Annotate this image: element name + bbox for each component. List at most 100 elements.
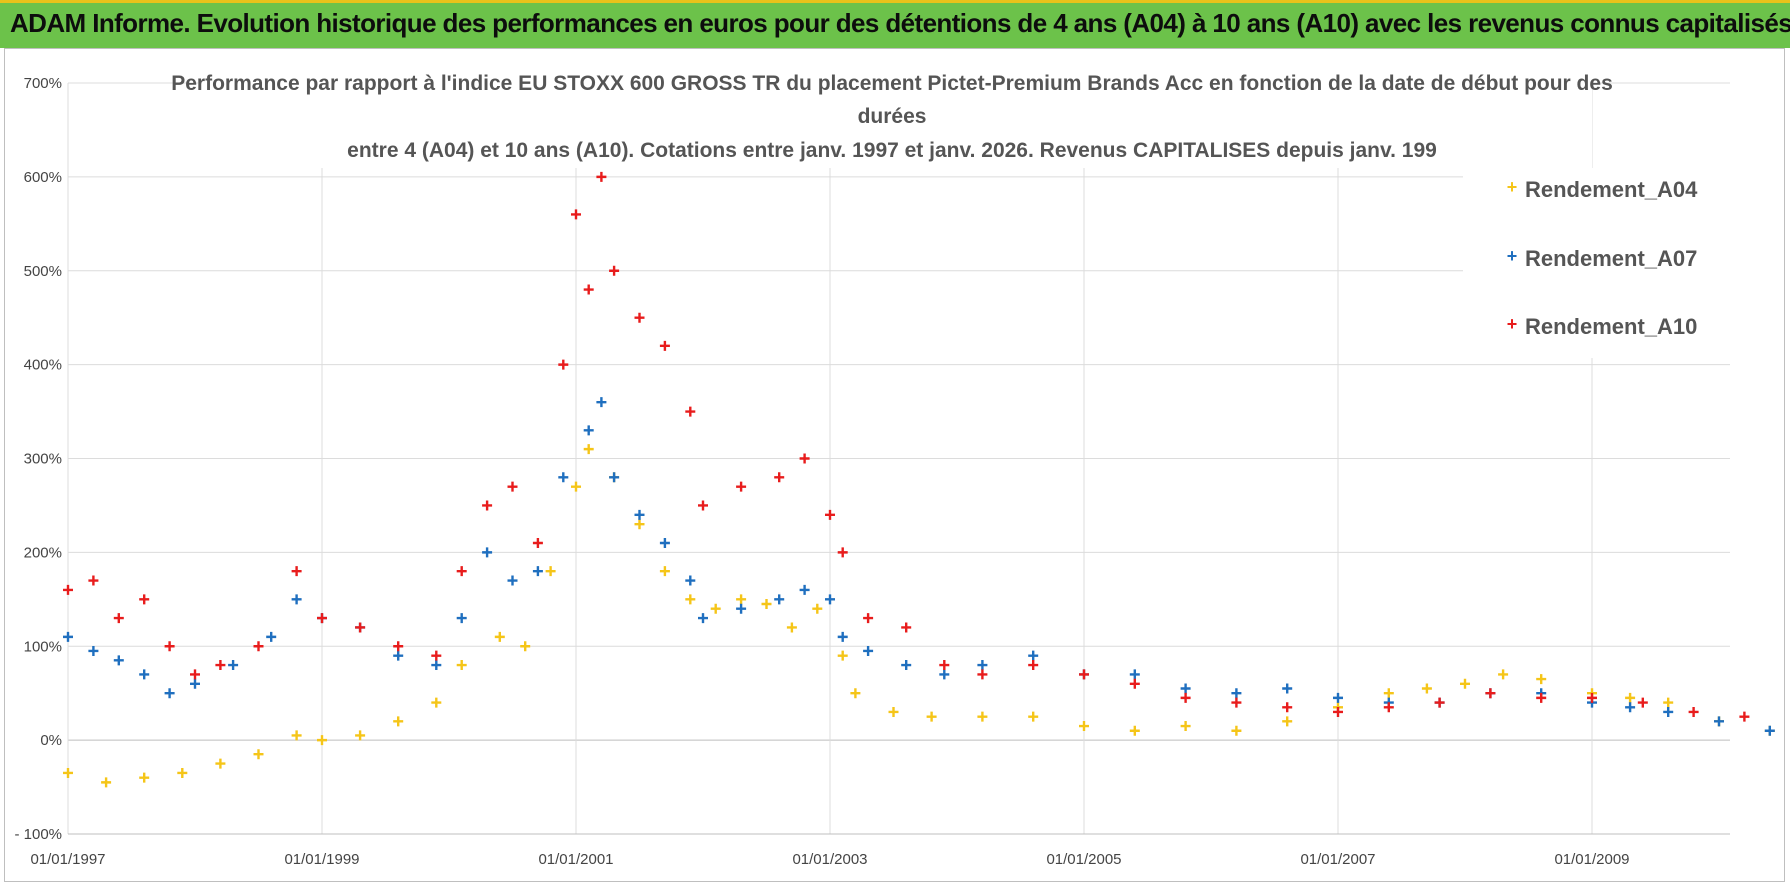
point-rendement-a10-20 (596, 171, 607, 182)
y-tick-label-4: 300% (24, 451, 62, 468)
point-rendement-a10-16 (532, 537, 543, 548)
y-tick-label-2: 500% (24, 263, 62, 280)
point-rendement-a07-23 (685, 575, 696, 586)
point-rendement-a10-23 (659, 340, 670, 351)
point-rendement-a04-6 (291, 730, 302, 741)
y-tick-label-8: - 100% (14, 826, 62, 843)
title-background (198, 64, 1592, 168)
point-rendement-a07-34 (1028, 650, 1039, 661)
point-rendement-a04-13 (520, 641, 531, 652)
point-rendement-a04-14 (545, 566, 556, 577)
point-rendement-a07-6 (228, 660, 239, 671)
point-rendement-a04-26 (837, 650, 848, 661)
y-tick-label-3: 400% (24, 357, 62, 374)
point-rendement-a04-24 (786, 622, 797, 633)
point-rendement-a04-10 (431, 697, 442, 708)
point-rendement-a10-24 (685, 406, 696, 417)
series-a10-points (63, 171, 1750, 722)
point-rendement-a04-1 (101, 777, 112, 788)
x-tick-label-5: 01/01/2007 (1300, 851, 1375, 868)
point-rendement-a10-1 (88, 575, 99, 586)
point-rendement-a10-47 (1637, 697, 1648, 708)
point-rendement-a10-18 (571, 209, 581, 220)
point-rendement-a10-8 (291, 566, 302, 577)
point-rendement-a04-40 (1460, 678, 1470, 689)
point-rendement-a04-4 (215, 758, 226, 769)
point-rendement-a07-49 (1764, 725, 1775, 736)
point-rendement-a10-5 (190, 669, 200, 680)
point-rendement-a04-33 (1129, 725, 1140, 736)
point-rendement-a07-24 (698, 613, 708, 624)
point-rendement-a10-28 (799, 453, 810, 464)
point-rendement-a07-19 (596, 397, 607, 408)
point-rendement-a10-42 (1383, 702, 1394, 713)
point-rendement-a04-16 (583, 444, 594, 455)
point-rendement-a10-30 (837, 547, 848, 558)
point-rendement-a10-7 (253, 641, 264, 652)
point-rendement-a04-11 (456, 660, 467, 671)
point-rendement-a04-15 (571, 481, 581, 492)
legend-marker-a10: + (1507, 314, 1518, 334)
point-rendement-a10-12 (431, 650, 442, 661)
point-rendement-a10-17 (558, 359, 569, 370)
point-rendement-a07-46 (1625, 702, 1636, 713)
point-rendement-a07-16 (532, 566, 543, 577)
x-tick-label-6: 01/01/2009 (1554, 851, 1629, 868)
point-rendement-a10-21 (609, 265, 620, 276)
point-rendement-a10-3 (139, 594, 150, 605)
point-rendement-a07-7 (266, 631, 277, 642)
point-rendement-a04-35 (1231, 725, 1242, 736)
point-rendement-a04-38 (1383, 688, 1394, 699)
point-rendement-a07-11 (393, 650, 404, 661)
point-rendement-a04-22 (736, 594, 747, 605)
chart-title-line-2: durées (858, 105, 927, 128)
point-rendement-a10-10 (355, 622, 366, 633)
x-tick-label-2: 01/01/2001 (538, 851, 613, 868)
point-rendement-a10-48 (1688, 706, 1699, 717)
point-rendement-a04-5 (253, 749, 264, 760)
point-rendement-a10-26 (736, 481, 747, 492)
point-rendement-a07-5 (190, 678, 200, 689)
y-tick-label-1: 600% (24, 169, 62, 186)
legend-background (1463, 168, 1731, 358)
x-tick-label-0: 01/01/1997 (30, 851, 105, 868)
point-rendement-a10-29 (825, 509, 835, 520)
legend: + Rendement_A04 + Rendement_A07 + Rendem… (1463, 168, 1731, 358)
point-rendement-a04-25 (812, 603, 823, 614)
point-rendement-a04-31 (1028, 711, 1039, 722)
point-rendement-a04-3 (177, 767, 188, 778)
point-rendement-a07-48 (1714, 716, 1724, 727)
point-rendement-a07-4 (164, 688, 175, 699)
point-rendement-a04-36 (1282, 716, 1293, 727)
point-rendement-a07-2 (113, 655, 124, 666)
point-rendement-a10-49 (1739, 711, 1750, 722)
y-tick-label-5: 200% (24, 544, 62, 561)
point-rendement-a10-25 (698, 500, 708, 511)
point-rendement-a04-8 (355, 730, 366, 741)
point-rendement-a04-7 (317, 735, 327, 746)
point-rendement-a10-37 (1129, 678, 1140, 689)
point-rendement-a10-36 (1079, 669, 1089, 680)
point-rendement-a10-13 (456, 566, 467, 577)
y-tick-label-0: 700% (24, 75, 62, 92)
point-rendement-a07-22 (659, 537, 670, 548)
point-rendement-a07-29 (837, 631, 848, 642)
point-rendement-a04-0 (63, 767, 73, 778)
point-rendement-a07-15 (507, 575, 518, 586)
point-rendement-a07-0 (63, 631, 73, 642)
point-rendement-a10-11 (393, 641, 404, 652)
point-rendement-a04-2 (139, 772, 150, 783)
chart-title-line-1: Performance par rapport à l'indice EU ST… (171, 72, 1613, 95)
point-rendement-a07-26 (774, 594, 785, 605)
legend-label-a10: Rendement_A10 (1525, 314, 1697, 339)
point-rendement-a07-28 (825, 594, 835, 605)
point-rendement-a10-43 (1434, 697, 1445, 708)
point-rendement-a07-32 (939, 669, 950, 680)
y-tick-label-6: 100% (24, 638, 62, 655)
point-rendement-a10-6 (215, 660, 226, 671)
point-rendement-a10-22 (634, 312, 645, 323)
point-rendement-a07-37 (1180, 683, 1191, 694)
legend-label-a04: Rendement_A04 (1525, 177, 1698, 202)
point-rendement-a10-19 (583, 284, 594, 295)
